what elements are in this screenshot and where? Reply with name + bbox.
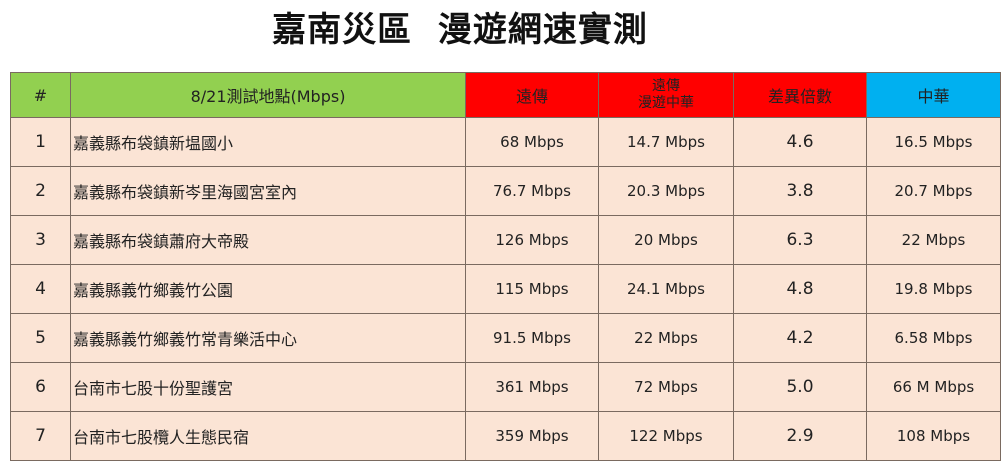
table-row: 2 嘉義縣布袋鎮新岑里海國宮室內 76.7 Mbps 20.3 Mbps 3.8 20.7…	[10, 166, 1001, 216]
table-row: 1 嘉義縣布袋鎮新塭國小 68 Mbps 14.7 Mbps 4.6 16.5 Mbps	[10, 117, 1001, 167]
fet-speed-cell: 91.5 Mbps	[465, 313, 599, 363]
table-row: 3 嘉義縣布袋鎮蕭府大帝殿 126 Mbps 20 Mbps 6.3 22 Mbps	[10, 215, 1001, 265]
cht-speed-cell: 22 Mbps	[866, 215, 1001, 265]
fet-speed-cell: 126 Mbps	[465, 215, 599, 265]
location-cell: 嘉義縣布袋鎮蕭府大帝殿	[70, 215, 466, 265]
header-ratio: 差異倍數	[733, 72, 867, 118]
row-index: 6	[10, 362, 71, 412]
header-location: 8/21測試地點(Mbps)	[70, 72, 466, 118]
header-cht: 中華	[866, 72, 1001, 118]
header-row: # 8/21測試地點(Mbps) 遠傳 遠傳 漫遊中華 差異倍數 中華	[10, 72, 1001, 118]
roam-speed-cell: 14.7 Mbps	[598, 117, 734, 167]
ratio-cell: 4.8	[733, 264, 867, 314]
location-cell: 嘉義縣義竹鄉義竹公園	[70, 264, 466, 314]
cht-speed-cell: 20.7 Mbps	[866, 166, 1001, 216]
header-index: #	[10, 72, 71, 118]
cht-speed-cell: 6.58 Mbps	[866, 313, 1001, 363]
cht-speed-cell: 66 M Mbps	[866, 362, 1001, 412]
roam-speed-cell: 20.3 Mbps	[598, 166, 734, 216]
row-index: 3	[10, 215, 71, 265]
ratio-cell: 5.0	[733, 362, 867, 412]
cht-speed-cell: 16.5 Mbps	[866, 117, 1001, 167]
roam-speed-cell: 24.1 Mbps	[598, 264, 734, 314]
location-cell: 嘉義縣布袋鎮新岑里海國宮室內	[70, 166, 466, 216]
location-cell: 嘉義縣義竹鄉義竹常青樂活中心	[70, 313, 466, 363]
ratio-cell: 3.8	[733, 166, 867, 216]
fet-speed-cell: 76.7 Mbps	[465, 166, 599, 216]
row-index: 5	[10, 313, 71, 363]
row-index: 7	[10, 411, 71, 461]
table-row: 7 台南市七股欖人生態民宿 359 Mbps 122 Mbps 2.9 108 Mbps	[10, 411, 1001, 461]
fet-speed-cell: 361 Mbps	[465, 362, 599, 412]
table-row: 6 台南市七股十份聖護宮 361 Mbps 72 Mbps 5.0 66 M Mbps	[10, 362, 1001, 412]
ratio-cell: 2.9	[733, 411, 867, 461]
ratio-cell: 4.6	[733, 117, 867, 167]
header-roam-line1: 遠傳	[652, 78, 680, 94]
ratio-cell: 4.2	[733, 313, 867, 363]
cht-speed-cell: 108 Mbps	[866, 411, 1001, 461]
page-title: 嘉南災區 漫遊網速實測	[272, 10, 648, 50]
header-fet: 遠傳	[465, 72, 599, 118]
roam-speed-cell: 20 Mbps	[598, 215, 734, 265]
location-cell: 嘉義縣布袋鎮新塭國小	[70, 117, 466, 167]
speed-table: # 8/21測試地點(Mbps) 遠傳 遠傳 漫遊中華 差異倍數 中華 1 嘉義縣布…	[10, 72, 1001, 461]
location-cell: 台南市七股十份聖護宮	[70, 362, 466, 412]
row-index: 2	[10, 166, 71, 216]
header-roam-line2: 漫遊中華	[638, 95, 694, 111]
location-cell: 台南市七股欖人生態民宿	[70, 411, 466, 461]
header-roam: 遠傳 漫遊中華	[598, 72, 734, 118]
table-row: 5 嘉義縣義竹鄉義竹常青樂活中心 91.5 Mbps 22 Mbps 4.2 6.58 M…	[10, 313, 1001, 363]
fet-speed-cell: 115 Mbps	[465, 264, 599, 314]
fet-speed-cell: 359 Mbps	[465, 411, 599, 461]
row-index: 1	[10, 117, 71, 167]
roam-speed-cell: 22 Mbps	[598, 313, 734, 363]
table-row: 4 嘉義縣義竹鄉義竹公園 115 Mbps 24.1 Mbps 4.8 19.8 Mbps	[10, 264, 1001, 314]
roam-speed-cell: 122 Mbps	[598, 411, 734, 461]
fet-speed-cell: 68 Mbps	[465, 117, 599, 167]
ratio-cell: 6.3	[733, 215, 867, 265]
roam-speed-cell: 72 Mbps	[598, 362, 734, 412]
cht-speed-cell: 19.8 Mbps	[866, 264, 1001, 314]
row-index: 4	[10, 264, 71, 314]
